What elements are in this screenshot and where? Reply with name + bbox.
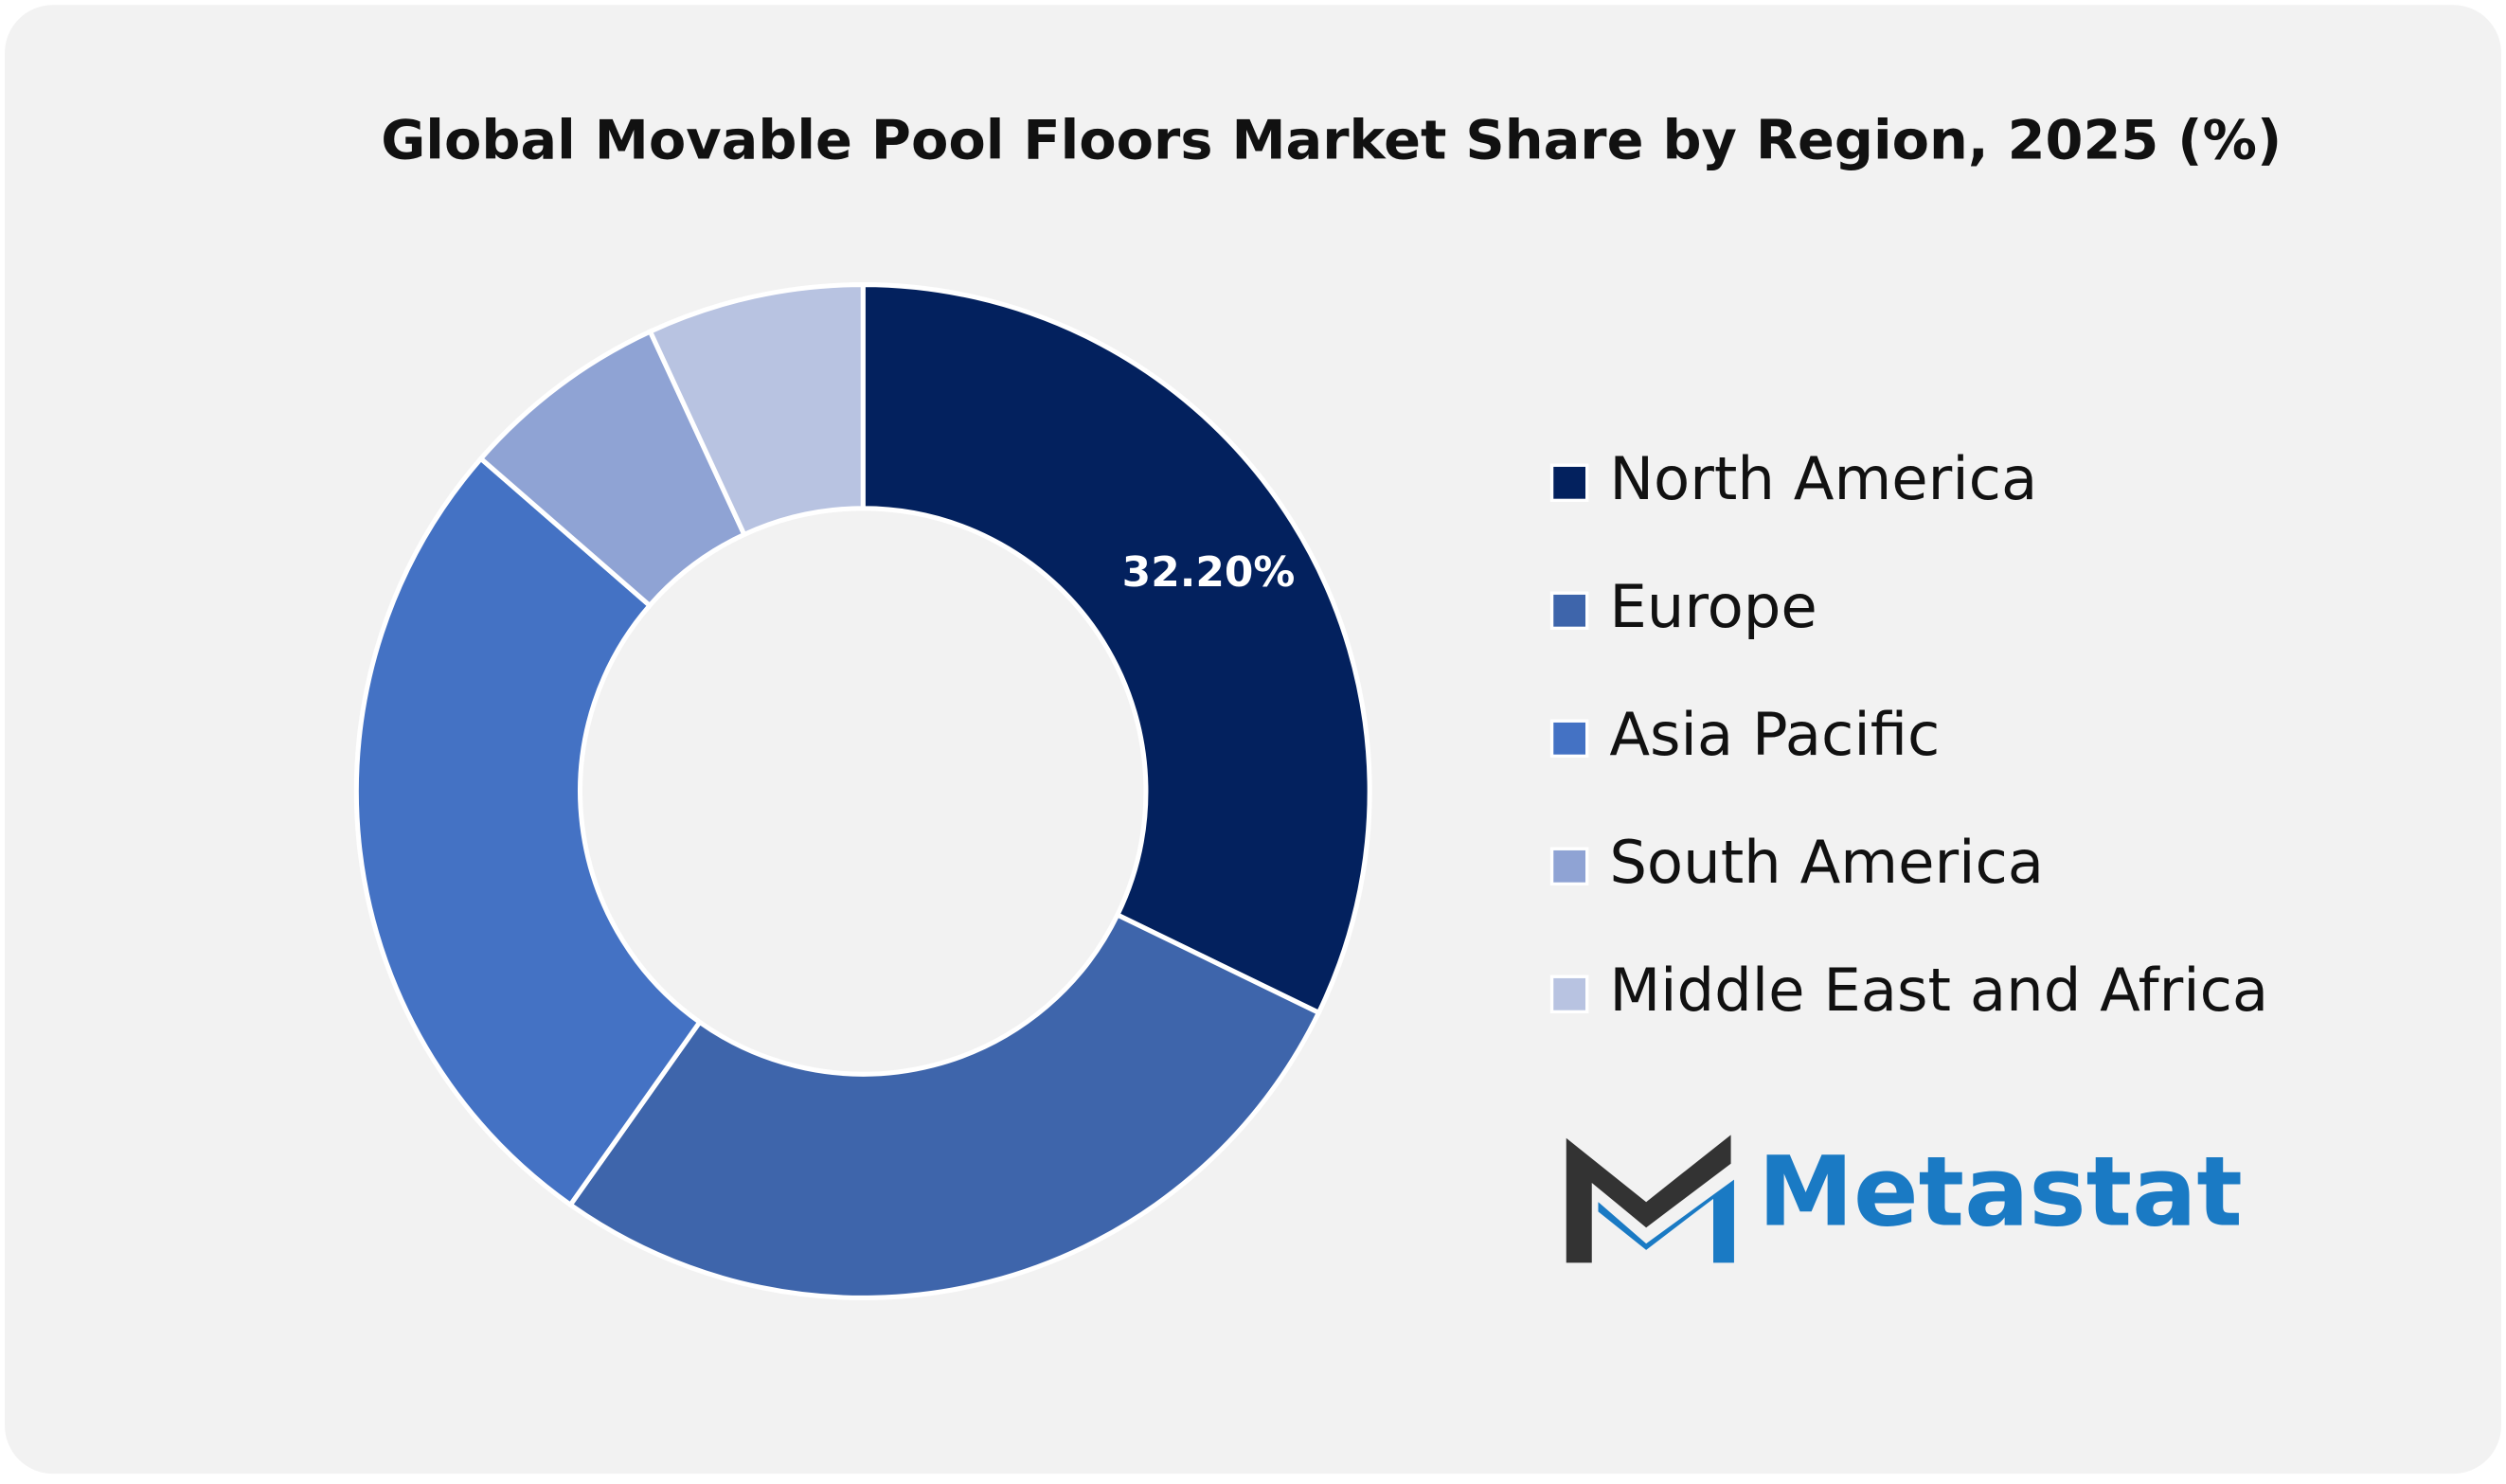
data-label: 32.20% xyxy=(1122,548,1296,597)
donut-segment xyxy=(860,282,1372,1016)
legend: North America Europe Asia Pacific South Ame… xyxy=(1549,444,2268,1025)
logo-icon-dark xyxy=(1566,1135,1731,1263)
legend-label: Middle East and Africa xyxy=(1609,956,2268,1025)
legend-label: South America xyxy=(1609,828,2044,897)
logo: Metastat xyxy=(1566,1135,2243,1263)
chart-title: Global Movable Pool Floors Market Share … xyxy=(381,109,2282,172)
legend-swatch xyxy=(1549,463,1589,503)
legend-swatch xyxy=(1549,847,1589,886)
legend-swatch xyxy=(1549,719,1589,759)
logo-icon-blue xyxy=(1598,1179,1734,1263)
legend-swatch xyxy=(1549,974,1589,1014)
legend-swatch xyxy=(1549,591,1589,631)
legend-label: Asia Pacific xyxy=(1609,700,1940,769)
donut-segment xyxy=(353,455,704,1208)
legend-label: Europe xyxy=(1609,572,1817,641)
donut-segment xyxy=(566,911,1322,1300)
logo-text: Metastat xyxy=(1758,1136,2243,1248)
legend-label: North America xyxy=(1609,444,2037,513)
donut: 32.20% xyxy=(353,282,1372,1300)
donut-segment xyxy=(647,282,866,538)
